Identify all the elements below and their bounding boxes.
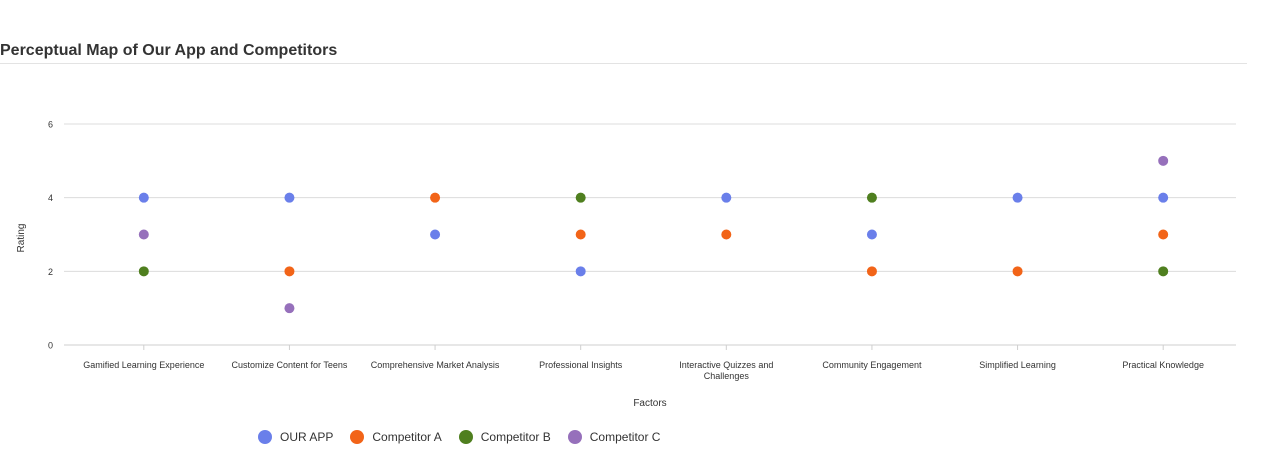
data-point[interactable] <box>575 229 586 240</box>
data-point[interactable] <box>430 192 441 203</box>
legend-label: Competitor B <box>480 430 551 444</box>
legend-item[interactable]: Competitor A <box>350 430 442 444</box>
x-tick-label: Comprehensive Market Analysis <box>371 360 500 370</box>
y-tick-label: 4 <box>48 193 53 203</box>
series-competitor-c <box>138 155 1169 314</box>
legend-item[interactable]: Competitor C <box>567 430 661 444</box>
y-tick-label: 6 <box>48 120 53 130</box>
data-point[interactable] <box>284 192 295 203</box>
data-point[interactable] <box>575 266 586 277</box>
series-our-app <box>138 192 1169 277</box>
grid-lines <box>64 123 1236 346</box>
data-point[interactable] <box>1012 266 1023 277</box>
data-point[interactable] <box>1158 229 1169 240</box>
x-axis-ticks: Gamified Learning Experience Customize Co… <box>83 345 1204 381</box>
x-tick-label: Practical Knowledge <box>1122 360 1204 370</box>
series-competitor-a <box>284 192 1169 277</box>
data-points <box>138 155 1169 314</box>
data-point[interactable] <box>866 266 877 277</box>
x-tick-label: Customize Content for Teens <box>231 360 347 370</box>
data-point[interactable] <box>284 266 295 277</box>
chart-title: Perceptual Map of Our App and Competitor… <box>0 42 338 59</box>
legend-marker-icon <box>567 430 582 444</box>
title-divider <box>0 63 1247 64</box>
y-axis-label: Rating <box>16 224 27 253</box>
legend-item[interactable]: OUR APP <box>258 430 333 444</box>
legend-item[interactable]: Competitor B <box>458 430 551 444</box>
data-point[interactable] <box>1012 192 1023 203</box>
data-point[interactable] <box>138 229 149 240</box>
data-point[interactable] <box>866 192 877 203</box>
series-competitor-b <box>138 192 1169 277</box>
data-point[interactable] <box>138 266 149 277</box>
data-point[interactable] <box>1158 266 1169 277</box>
x-tick-label: Interactive Quizzes and Challenges <box>679 360 773 381</box>
data-point[interactable] <box>575 192 586 203</box>
chart-legend: OUR APP Competitor A Competitor B Competito… <box>258 430 677 444</box>
data-point[interactable] <box>1158 155 1169 166</box>
data-point[interactable] <box>721 229 732 240</box>
data-point[interactable] <box>866 229 877 240</box>
data-point[interactable] <box>284 303 295 314</box>
legend-label: Competitor A <box>372 430 442 444</box>
x-axis-label: Factors <box>633 398 666 409</box>
data-point[interactable] <box>138 192 149 203</box>
data-point[interactable] <box>1158 192 1169 203</box>
x-tick-label: Professional Insights <box>539 360 623 370</box>
x-tick-label: Community Engagement <box>822 360 922 370</box>
legend-marker-icon <box>350 430 365 444</box>
data-point[interactable] <box>721 192 732 203</box>
y-tick-label: 0 <box>48 341 53 351</box>
data-point[interactable] <box>430 229 441 240</box>
legend-label: OUR APP <box>280 430 334 444</box>
y-axis-ticks: 0 2 4 6 <box>48 120 53 351</box>
x-tick-label: Simplified Learning <box>979 360 1056 370</box>
legend-label: Competitor C <box>589 430 661 444</box>
x-tick-label: Gamified Learning Experience <box>83 360 204 370</box>
legend-marker-icon <box>258 430 272 444</box>
legend-marker-icon <box>458 430 473 444</box>
y-tick-label: 2 <box>48 267 53 277</box>
